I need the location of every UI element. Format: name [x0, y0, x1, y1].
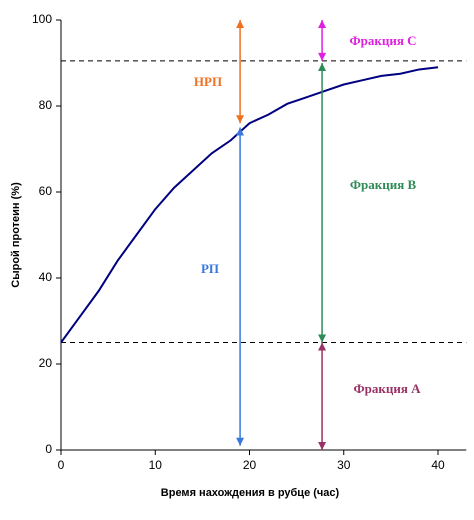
y-tick-label: 40	[39, 270, 53, 284]
y-tick-label: 100	[32, 12, 52, 26]
arrow-head	[236, 20, 245, 28]
x-tick-label: 40	[431, 458, 445, 472]
y-tick-label: 20	[39, 356, 53, 370]
annotation-label: Фракция А	[353, 381, 421, 396]
arrow-head	[236, 437, 245, 446]
x-tick-label: 30	[337, 458, 351, 472]
arrow-head	[236, 127, 245, 136]
curve	[60, 66, 439, 344]
y-tick-label: 60	[39, 184, 53, 198]
arrow-head	[318, 52, 327, 61]
double-arrow	[318, 63, 327, 343]
double-arrow	[318, 342, 327, 450]
y-tick-label: 80	[39, 98, 53, 112]
arrow-head	[236, 115, 245, 124]
y-tick-label: 0	[45, 442, 52, 456]
double-arrow	[236, 20, 245, 124]
annotation-label: Фракция С	[349, 33, 416, 48]
arrow-head	[318, 20, 327, 28]
arrow-head	[318, 342, 327, 351]
x-tick-label: 0	[58, 458, 65, 472]
arrow-head	[318, 442, 327, 450]
annotation-label: Фракция В	[350, 177, 417, 192]
annotation-label: НРП	[194, 74, 222, 89]
y-axis-label: Сырой протеин (%)	[10, 182, 22, 288]
x-tick-label: 10	[149, 458, 163, 472]
x-axis-label: Время нахождения в рубце (час)	[161, 487, 340, 499]
annotation-label: РП	[201, 261, 219, 276]
x-tick-label: 20	[243, 458, 257, 472]
double-arrow	[236, 127, 245, 446]
double-arrow	[318, 20, 327, 61]
arrow-head	[318, 63, 327, 71]
arrow-head	[318, 334, 327, 343]
